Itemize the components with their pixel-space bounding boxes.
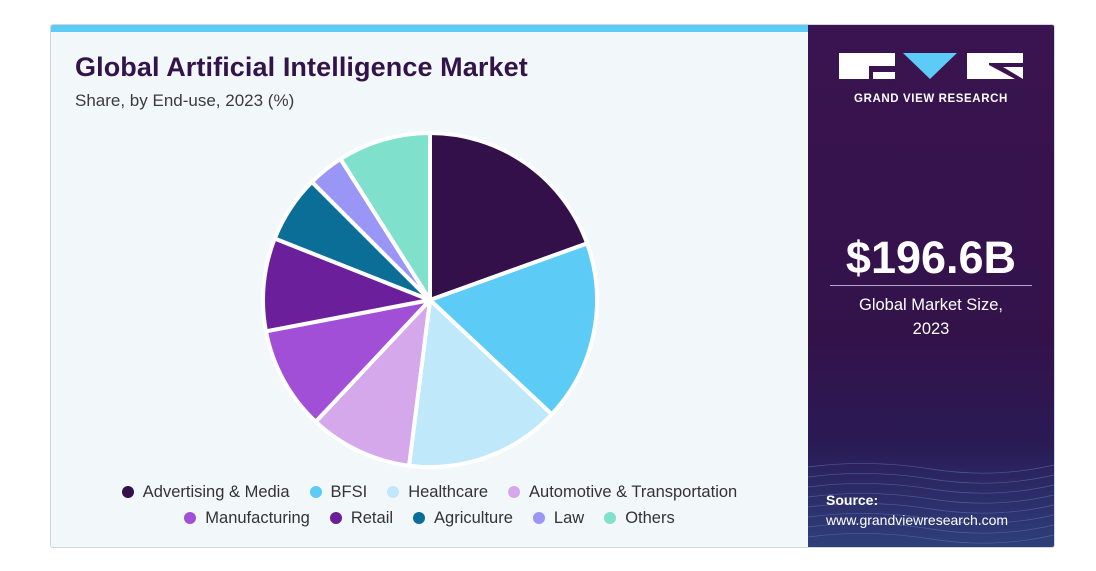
legend-label: BFSI bbox=[330, 482, 368, 501]
market-size-value: $196.6B bbox=[845, 232, 1017, 283]
chart-legend: Advertising & Media BFSI Healthcare Automot… bbox=[51, 479, 808, 531]
legend-item: Healthcare bbox=[387, 483, 488, 502]
legend-item: Others bbox=[604, 509, 675, 528]
legend-swatch bbox=[309, 486, 322, 498]
legend-item: Automotive & Transportation bbox=[508, 483, 737, 502]
legend-row: Advertising & Media BFSI Healthcare Automot… bbox=[51, 479, 808, 505]
legend-item: Advertising & Media bbox=[121, 482, 290, 502]
legend-swatch bbox=[604, 512, 617, 524]
legend-item: Law bbox=[532, 508, 585, 528]
pie-slice-bfsi bbox=[428, 241, 599, 417]
legend-label: Advertising & Media bbox=[142, 482, 290, 501]
legend-item: Manufacturing bbox=[184, 509, 310, 528]
accent-bar bbox=[51, 25, 808, 32]
legend-swatch bbox=[508, 486, 521, 498]
brand-name: GRAND VIEW RESEARCH bbox=[854, 93, 1008, 105]
legend-swatch bbox=[329, 512, 342, 524]
legend-label: Healthcare bbox=[408, 482, 489, 501]
decorative-wave-pattern bbox=[808, 463, 1054, 544]
market-size-label: Global Market Size, 2023 bbox=[808, 293, 1054, 341]
grand-view-research-logo bbox=[839, 53, 1023, 79]
pie-slice-manufacturing bbox=[263, 298, 432, 424]
legend-label: Manufacturing bbox=[205, 508, 310, 527]
legend-label: Others bbox=[625, 508, 675, 527]
brand-block: GRAND VIEW RESEARCH bbox=[808, 53, 1054, 105]
pie-slice-healthcare bbox=[407, 298, 554, 469]
source-block: Source: www.grandviewresearch.com bbox=[826, 490, 1008, 530]
chart-title: Global Artificial Intelligence Market bbox=[75, 52, 528, 82]
divider bbox=[830, 285, 1032, 286]
legend-label: Retail bbox=[350, 508, 394, 527]
legend-swatch bbox=[413, 512, 426, 524]
pie-slice-others bbox=[338, 131, 432, 302]
legend-swatch bbox=[387, 486, 400, 498]
legend-label: Automotive & Transportation bbox=[529, 482, 738, 501]
market-size-label-line1: Global Market Size, bbox=[859, 296, 1003, 314]
infographic-card: Global Artificial Intelligence Market Sh… bbox=[50, 24, 1055, 548]
legend-swatch bbox=[532, 512, 545, 524]
summary-panel: GRAND VIEW RESEARCH $196.6B Global Marke… bbox=[808, 25, 1054, 547]
legend-swatch bbox=[184, 512, 197, 524]
legend-label: Law bbox=[553, 508, 585, 527]
source-label: Source: bbox=[826, 492, 879, 508]
legend-item: Retail bbox=[329, 508, 394, 528]
chart-subtitle: Share, by End-use, 2023 (%) bbox=[75, 91, 295, 110]
market-size-label-line2: 2023 bbox=[912, 320, 950, 338]
chart-panel: Global Artificial Intelligence Market Sh… bbox=[51, 25, 808, 547]
pie-slice-automotive-transportation bbox=[313, 298, 432, 468]
legend-swatch bbox=[121, 486, 134, 498]
pie-slice-advertising-media bbox=[428, 131, 590, 302]
source-link[interactable]: www.grandviewresearch.com bbox=[826, 512, 1009, 528]
legend-item: BFSI bbox=[309, 482, 368, 502]
legend-row: Manufacturing Retail Agriculture Law Others bbox=[51, 505, 808, 531]
legend-item: Agriculture bbox=[413, 509, 513, 528]
pie-chart bbox=[261, 131, 599, 469]
legend-label: Agriculture bbox=[434, 508, 513, 527]
